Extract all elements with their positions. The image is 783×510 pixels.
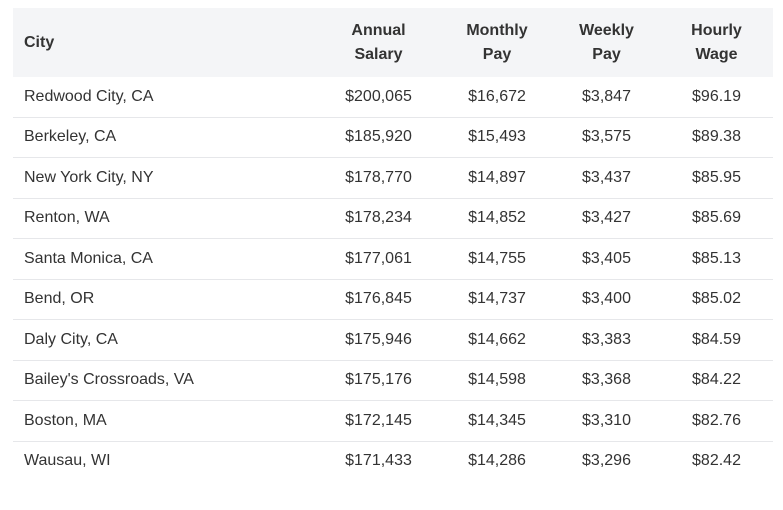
cell-monthly-pay: $16,672 xyxy=(468,87,526,105)
header-weekly-line-2: Pay xyxy=(592,45,621,63)
cell-weekly-pay: $3,437 xyxy=(582,168,631,186)
header-row: City Annual Salary Monthly Pay Weekly Pa… xyxy=(13,8,773,77)
cell-monthly-pay: $14,852 xyxy=(468,209,526,227)
cell-monthly-pay: $14,286 xyxy=(468,452,526,470)
cell-annual-salary: $178,234 xyxy=(345,209,412,227)
cell-monthly-pay: $14,755 xyxy=(468,249,526,267)
cell-monthly-pay: $14,662 xyxy=(468,330,526,348)
table-row: Daly City, CA $175,946 $14,662 $3,383 $8… xyxy=(13,320,773,360)
table-row: Bailey's Crossroads, VA $175,176 $14,598… xyxy=(13,360,773,401)
cell-hourly-wage: $85.95 xyxy=(692,168,741,186)
table-row: Santa Monica, CA $177,061 $14,755 $3,405… xyxy=(13,239,773,279)
cell-annual-salary: $171,433 xyxy=(345,452,412,470)
header-monthly-pay: Monthly Pay xyxy=(441,8,553,77)
cell-weekly-pay: $3,405 xyxy=(582,249,631,267)
table-row: Bend, OR $176,845 $14,737 $3,400 $85.02 xyxy=(13,279,773,320)
cell-hourly-wage: $85.69 xyxy=(692,209,741,227)
header-monthly-line-2: Pay xyxy=(482,45,512,63)
cell-city: Renton, WA xyxy=(24,209,110,227)
cell-hourly-wage: $84.59 xyxy=(692,330,741,348)
table-row: Boston, MA $172,145 $14,345 $3,310 $82.7… xyxy=(13,401,773,441)
header-city: City xyxy=(24,33,55,51)
salary-table-container: City Annual Salary Monthly Pay Weekly Pa… xyxy=(13,8,773,481)
cell-annual-salary: $176,845 xyxy=(345,290,412,308)
header-annual-line-1: Annual xyxy=(351,21,406,39)
cell-annual-salary: $175,946 xyxy=(345,330,412,348)
cell-weekly-pay: $3,427 xyxy=(582,209,631,227)
cell-city: Bailey's Crossroads, VA xyxy=(24,371,194,389)
cell-monthly-pay: $15,493 xyxy=(468,128,526,146)
table-row: Berkeley, CA $185,920 $15,493 $3,575 $89… xyxy=(13,117,773,158)
header-weekly-line-1: Weekly xyxy=(579,21,634,39)
cell-hourly-wage: $84.22 xyxy=(692,371,741,389)
cell-weekly-pay: $3,296 xyxy=(582,452,631,470)
cell-annual-salary: $172,145 xyxy=(345,411,412,429)
cell-city: Daly City, CA xyxy=(24,330,118,348)
table-row: Redwood City, CA $200,065 $16,672 $3,847… xyxy=(13,77,773,117)
cell-weekly-pay: $3,368 xyxy=(582,371,631,389)
cell-city: Santa Monica, CA xyxy=(24,249,153,267)
cell-annual-salary: $200,065 xyxy=(345,87,412,105)
table-body: Redwood City, CA $200,065 $16,672 $3,847… xyxy=(13,77,773,481)
cell-hourly-wage: $82.76 xyxy=(692,411,741,429)
cell-city: New York City, NY xyxy=(24,168,154,186)
header-hourly-line-2: Wage xyxy=(695,45,738,63)
cell-hourly-wage: $96.19 xyxy=(692,87,741,105)
table-row: Renton, WA $178,234 $14,852 $3,427 $85.6… xyxy=(13,198,773,239)
header-hourly-wage: Hourly Wage xyxy=(660,8,773,77)
cell-monthly-pay: $14,737 xyxy=(468,290,526,308)
header-annual-salary: Annual Salary xyxy=(316,8,441,77)
cell-city: Berkeley, CA xyxy=(24,128,117,146)
cell-hourly-wage: $85.02 xyxy=(692,290,741,308)
cell-city: Wausau, WI xyxy=(24,452,111,470)
cell-monthly-pay: $14,897 xyxy=(468,168,526,186)
cell-hourly-wage: $85.13 xyxy=(692,249,741,267)
cell-city: Boston, MA xyxy=(24,411,107,429)
cell-city: Redwood City, CA xyxy=(24,87,154,105)
cell-monthly-pay: $14,598 xyxy=(468,371,526,389)
cell-city: Bend, OR xyxy=(24,290,95,308)
table-header: City Annual Salary Monthly Pay Weekly Pa… xyxy=(13,8,773,77)
header-weekly-pay: Weekly Pay xyxy=(553,8,660,77)
cell-weekly-pay: $3,847 xyxy=(582,87,631,105)
table-row: New York City, NY $178,770 $14,897 $3,43… xyxy=(13,158,773,198)
header-annual-line-2: Salary xyxy=(354,45,403,63)
cell-weekly-pay: $3,575 xyxy=(582,128,631,146)
cell-weekly-pay: $3,400 xyxy=(582,290,631,308)
header-hourly-line-1: Hourly xyxy=(691,21,742,39)
cell-hourly-wage: $89.38 xyxy=(692,128,741,146)
cell-annual-salary: $175,176 xyxy=(345,371,412,389)
salary-table: City Annual Salary Monthly Pay Weekly Pa… xyxy=(13,8,773,481)
cell-annual-salary: $177,061 xyxy=(345,249,412,267)
table-row: Wausau, WI $171,433 $14,286 $3,296 $82.4… xyxy=(13,441,773,481)
cell-monthly-pay: $14,345 xyxy=(468,411,526,429)
cell-hourly-wage: $82.42 xyxy=(692,452,741,470)
cell-annual-salary: $178,770 xyxy=(345,168,412,186)
cell-weekly-pay: $3,310 xyxy=(582,411,631,429)
cell-weekly-pay: $3,383 xyxy=(582,330,631,348)
cell-annual-salary: $185,920 xyxy=(345,128,412,146)
header-monthly-line-1: Monthly xyxy=(466,21,528,39)
